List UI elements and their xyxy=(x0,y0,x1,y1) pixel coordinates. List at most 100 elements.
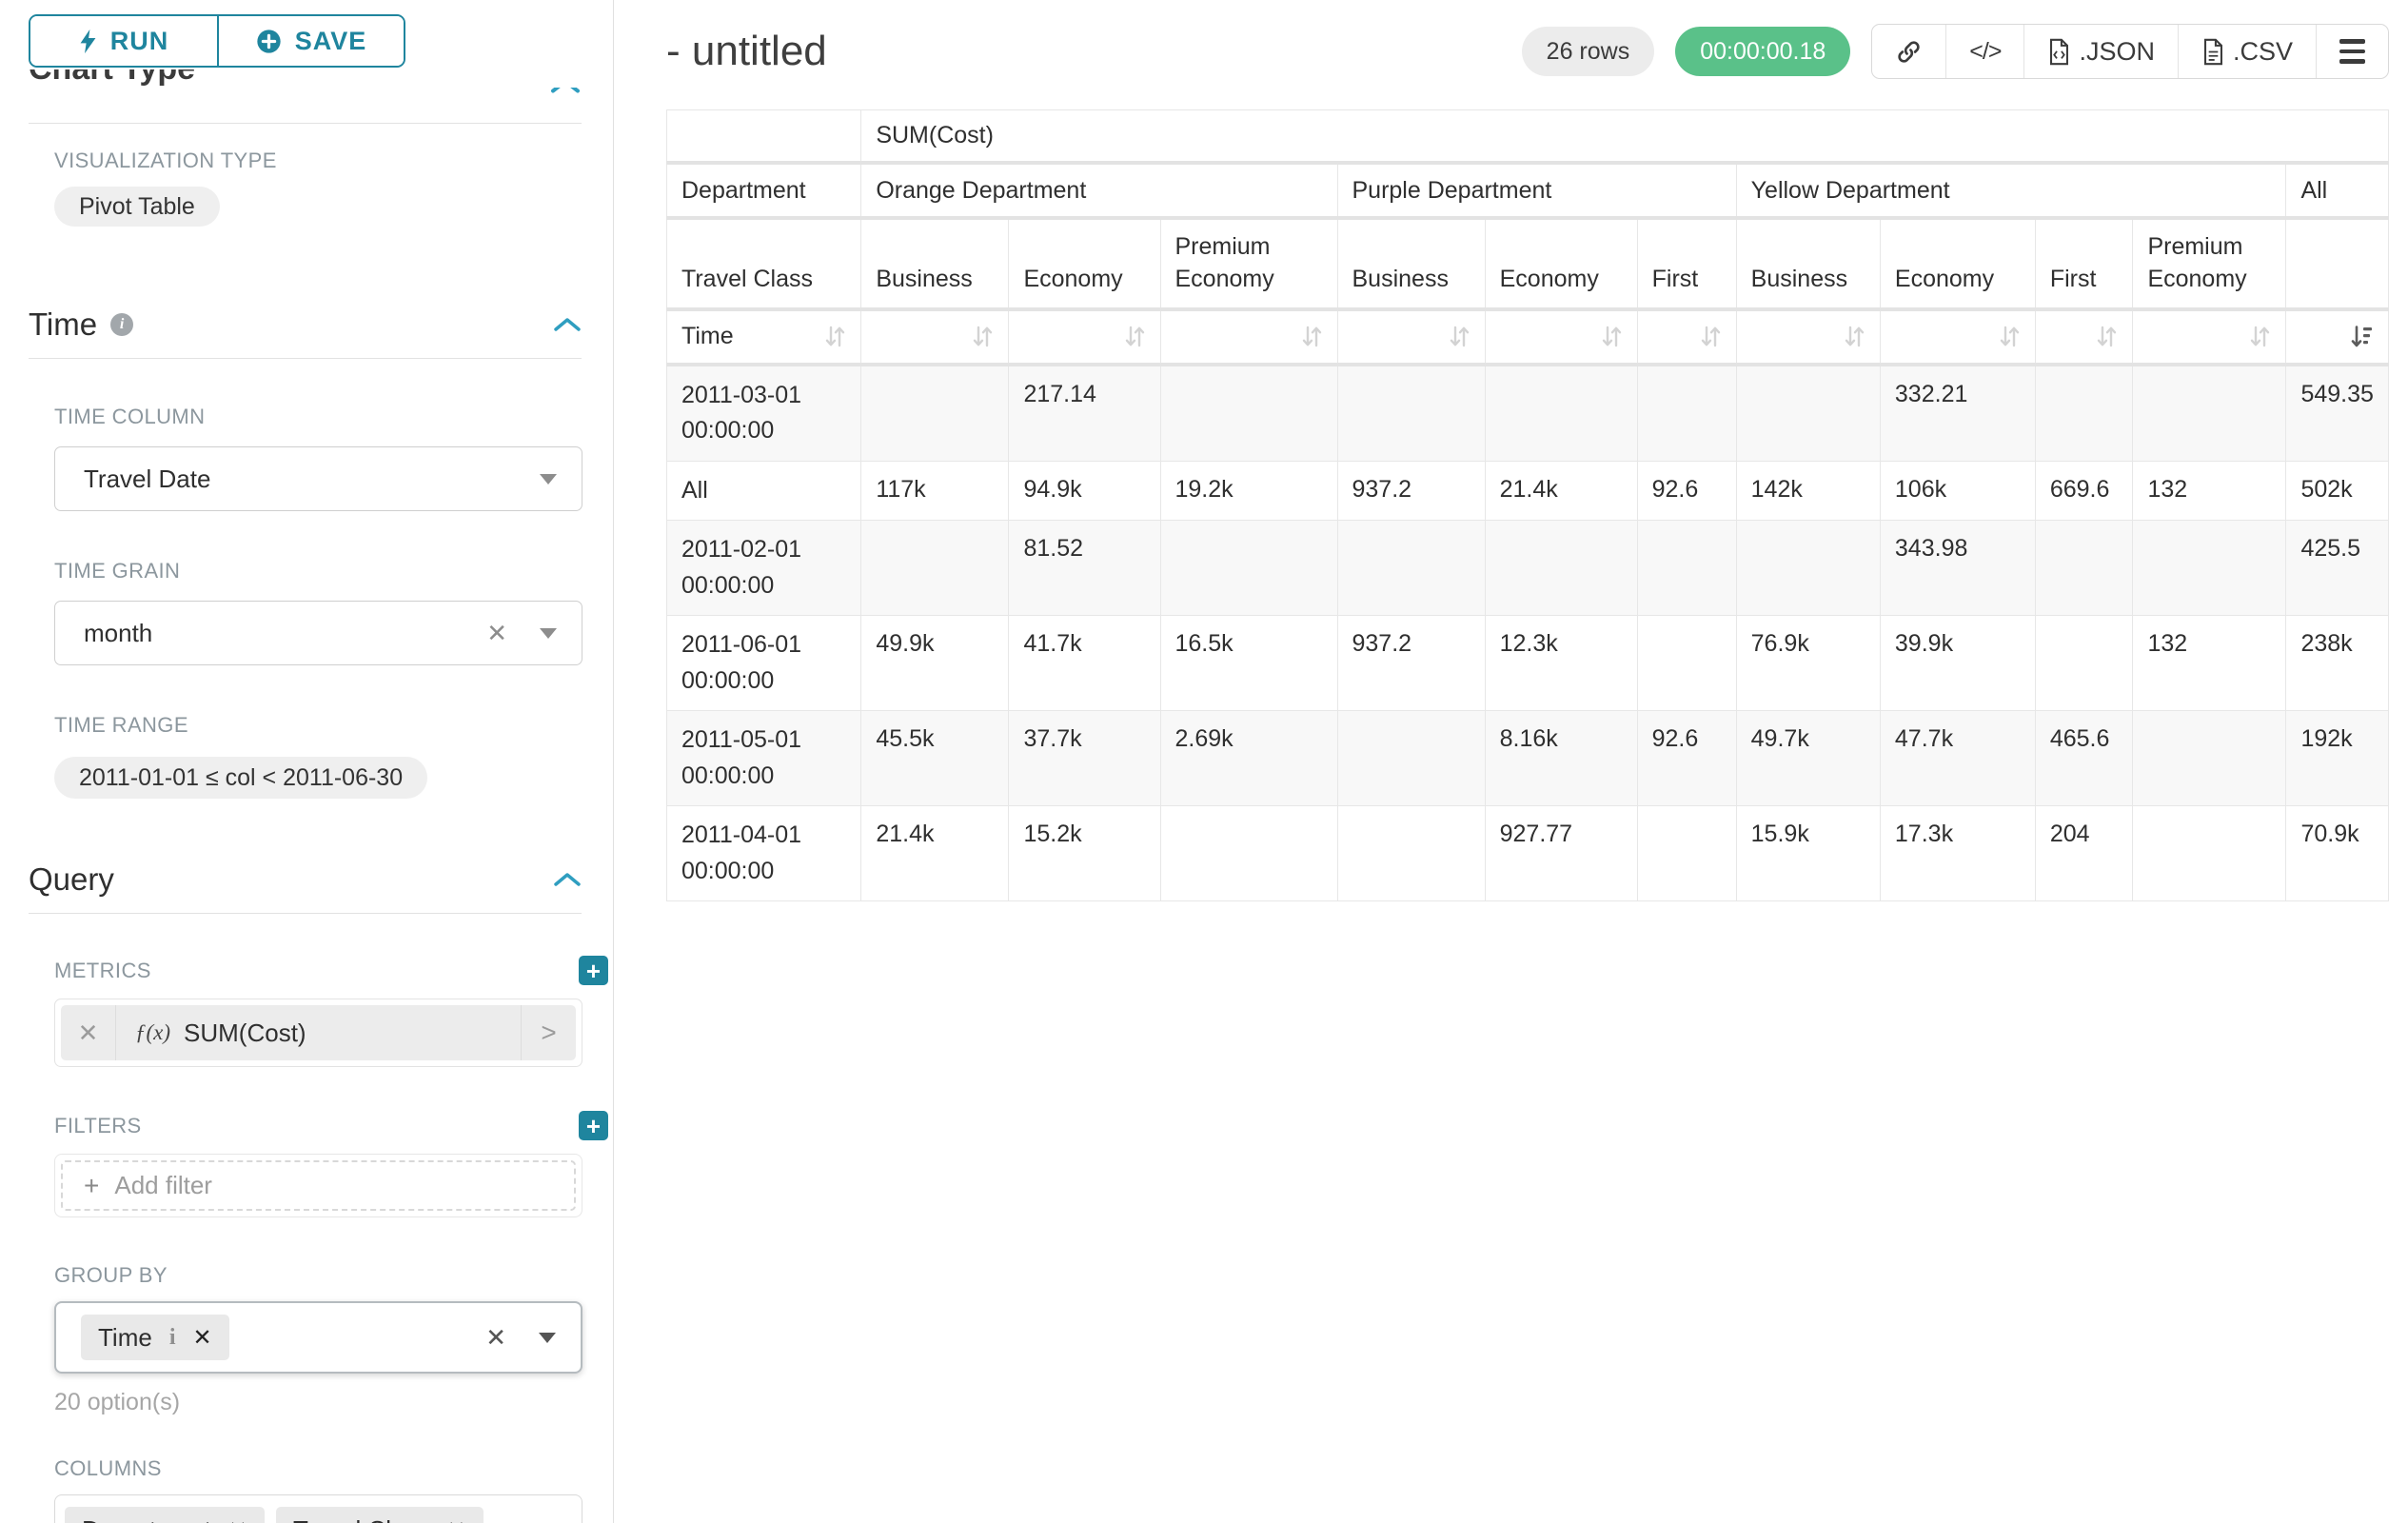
time-section-header: Time i xyxy=(29,307,582,343)
copy-link-button[interactable] xyxy=(1872,25,1945,78)
function-icon: ƒ(x) xyxy=(135,1020,171,1044)
chevron-up-icon[interactable] xyxy=(549,88,582,94)
export-csv-button[interactable]: .CSV xyxy=(2177,25,2316,78)
sort-icon[interactable] xyxy=(1844,325,1865,348)
clear-icon[interactable]: ✕ xyxy=(485,1323,506,1352)
group-by-options-hint: 20 option(s) xyxy=(54,1389,181,1415)
value-cell: 465.6 xyxy=(2034,710,2134,806)
page-title: - untitled xyxy=(666,28,827,74)
table-row: 2011-04-01 00:00:00 21.4k 15.2k 927.77 15.9k… xyxy=(665,805,2389,901)
run-button[interactable]: RUN xyxy=(30,16,217,66)
remove-chip-icon[interactable]: ✕ xyxy=(192,1324,212,1351)
row-label: 2011-03-01 00:00:00 xyxy=(665,364,862,462)
value-cell: 132 xyxy=(2132,460,2287,521)
sort-icon[interactable] xyxy=(2249,325,2271,348)
sort-icon[interactable] xyxy=(1601,325,1623,348)
value-cell: 937.2 xyxy=(1336,615,1486,711)
sort-icon[interactable] xyxy=(824,325,846,348)
time-column-select[interactable]: Travel Date xyxy=(54,446,582,511)
query-section-header: Query xyxy=(29,861,582,898)
value-cell xyxy=(1159,364,1338,462)
query-section-title: Query xyxy=(29,861,114,898)
value-cell: 12.3k xyxy=(1484,615,1638,711)
add-metric-button[interactable]: + xyxy=(579,956,608,985)
value-cell: 16.5k xyxy=(1159,615,1338,711)
value-cell: 425.5 xyxy=(2285,520,2389,616)
value-cell: 37.7k xyxy=(1008,710,1161,806)
pivot-table: SUM(Cost) Department Orange Department Purp… xyxy=(665,109,2389,901)
plus-icon: + xyxy=(84,1170,100,1200)
add-filter-plus-button[interactable]: + xyxy=(579,1111,608,1140)
group-by-select[interactable]: Time i ✕ ✕ xyxy=(54,1301,582,1374)
query-timer-badge: 00:00:00.18 xyxy=(1675,27,1851,76)
value-cell: 106k xyxy=(1879,460,2036,521)
value-cell xyxy=(1336,710,1486,806)
sort-icon[interactable] xyxy=(2096,325,2118,348)
chart-panel: - untitled 26 rows 00:00:00.18 </> xyxy=(614,0,2408,1523)
value-cell xyxy=(860,364,1010,462)
group-by-chip-time[interactable]: Time i ✕ xyxy=(81,1315,229,1360)
value-cell: 49.7k xyxy=(1735,710,1881,806)
time-grain-label: TIME GRAIN xyxy=(54,559,181,583)
sort-icon[interactable] xyxy=(1999,325,2021,348)
department-group-header: Yellow Department xyxy=(1735,162,2287,220)
value-cell: 92.6 xyxy=(1636,460,1737,521)
value-cell: 142k xyxy=(1735,460,1881,521)
travel-class-header: Business xyxy=(1336,217,1486,311)
columns-chip-travel-class[interactable]: Travel Class ✕ xyxy=(275,1507,484,1523)
value-cell: 76.9k xyxy=(1735,615,1881,711)
add-filter-label: Add filter xyxy=(114,1171,212,1199)
remove-metric-icon[interactable]: ✕ xyxy=(61,1005,116,1060)
value-cell: 343.98 xyxy=(1879,520,2036,616)
value-cell: 204 xyxy=(2034,805,2134,901)
chevron-up-icon[interactable] xyxy=(553,317,582,332)
sort-icon[interactable] xyxy=(1124,325,1146,348)
columns-select[interactable]: Department ✕ Travel Class ✕ ✕ xyxy=(54,1494,582,1523)
chevron-down-icon xyxy=(539,1332,556,1343)
add-filter-button[interactable]: + Add filter xyxy=(61,1160,576,1211)
run-button-label: RUN xyxy=(109,26,169,55)
value-cell: 132 xyxy=(2132,615,2287,711)
viz-type-value-pill[interactable]: Pivot Table xyxy=(54,187,220,227)
value-cell: 8.16k xyxy=(1484,710,1638,806)
travel-class-header: First xyxy=(2034,217,2134,311)
remove-chip-icon[interactable]: ✕ xyxy=(446,1516,465,1523)
time-grain-select[interactable]: month ✕ xyxy=(54,601,582,665)
chevron-up-icon[interactable] xyxy=(553,872,582,887)
export-toolbar: </> .JSON .CSV xyxy=(1871,24,2389,79)
value-cell xyxy=(2034,520,2134,616)
value-cell xyxy=(860,520,1010,616)
more-options-button[interactable] xyxy=(2316,25,2388,78)
metric-chip[interactable]: ✕ ƒ(x) SUM(Cost) > xyxy=(61,1005,576,1060)
sort-icon[interactable] xyxy=(1700,325,1722,348)
save-button[interactable]: SAVE xyxy=(217,16,404,66)
travel-class-header xyxy=(2285,217,2389,311)
row-label: 2011-04-01 00:00:00 xyxy=(665,805,862,901)
row-label: 2011-05-01 00:00:00 xyxy=(665,710,862,806)
value-cell: 15.9k xyxy=(1735,805,1881,901)
value-cell xyxy=(2132,710,2287,806)
sort-header xyxy=(2132,308,2287,366)
table-row: 2011-02-01 00:00:00 81.52 343.98 425.5 xyxy=(665,520,2389,616)
travel-class-header: Premium Economy xyxy=(1159,217,1338,311)
value-cell: 937.2 xyxy=(1336,460,1486,521)
embed-code-button[interactable]: </> xyxy=(1945,25,2023,78)
sort-header xyxy=(1008,308,1161,366)
chevron-right-icon[interactable]: > xyxy=(521,1005,576,1060)
travel-class-header: First xyxy=(1636,217,1737,311)
link-icon xyxy=(1898,40,1920,63)
clear-icon[interactable]: ✕ xyxy=(486,619,507,647)
info-icon: i xyxy=(168,1324,176,1350)
chip-label: Travel Class xyxy=(293,1515,430,1523)
sort-icon[interactable] xyxy=(1301,325,1323,348)
lightning-bolt-icon xyxy=(80,29,96,53)
time-column-label: TIME COLUMN xyxy=(54,405,206,428)
remove-chip-icon[interactable]: ✕ xyxy=(228,1516,247,1523)
export-json-button[interactable]: .JSON xyxy=(2023,25,2178,78)
sort-icon[interactable] xyxy=(1449,325,1470,348)
sort-icon[interactable] xyxy=(972,325,994,348)
columns-chip-department[interactable]: Department ✕ xyxy=(65,1507,265,1523)
time-range-value-pill[interactable]: 2011-01-01 ≤ col < 2011-06-30 xyxy=(54,757,428,799)
sort-desc-icon[interactable] xyxy=(2350,325,2374,348)
value-cell: 49.9k xyxy=(860,615,1010,711)
